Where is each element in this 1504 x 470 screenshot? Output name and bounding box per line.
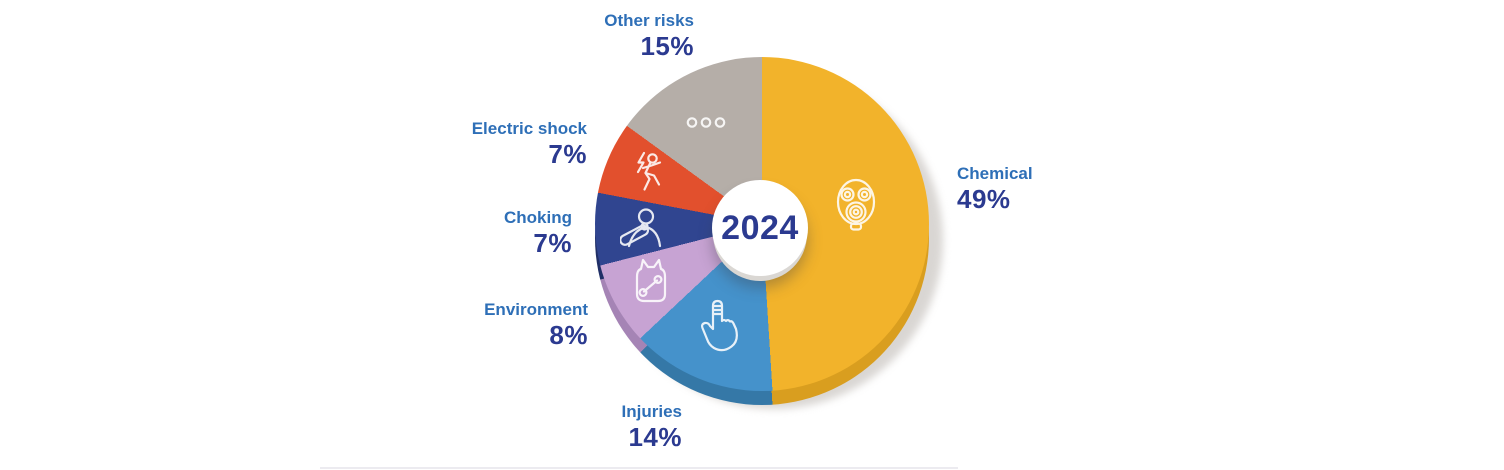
label-electric-shock: Electric shock 7% [472,118,587,169]
choking-person-icon [619,207,664,248]
electrocution-icon [631,151,665,195]
segment-percent: 15% [640,31,694,61]
plastic-bag-icon [631,257,671,303]
label-chemical: Chemical 49% [957,163,1033,214]
label-other-risks: Other risks 15% [604,10,694,61]
pointing-hand-icon [698,298,740,353]
segment-percent: 49% [957,184,1011,214]
segment-name: Chemical [957,164,1033,183]
segment-percent: 14% [628,422,682,452]
segment-name: Choking [504,208,572,227]
segment-name: Environment [484,300,588,319]
segment-percent: 8% [549,320,588,350]
label-environment: Environment 8% [484,299,588,350]
label-choking: Choking 7% [504,207,572,258]
segment-name: Injuries [621,402,682,421]
bottom-divider [320,467,958,469]
year-badge: 2024 [712,180,808,276]
segment-percent: 7% [548,139,587,169]
pie-chart: 2024 [595,57,943,409]
year-label: 2024 [721,208,799,247]
label-injuries: Injuries 14% [622,401,682,452]
segment-percent: 7% [533,228,572,258]
segment-name: Other risks [604,11,694,30]
segment-name: Electric shock [471,119,587,138]
gas-mask-icon [833,177,879,233]
ellipsis-icon [686,116,726,129]
